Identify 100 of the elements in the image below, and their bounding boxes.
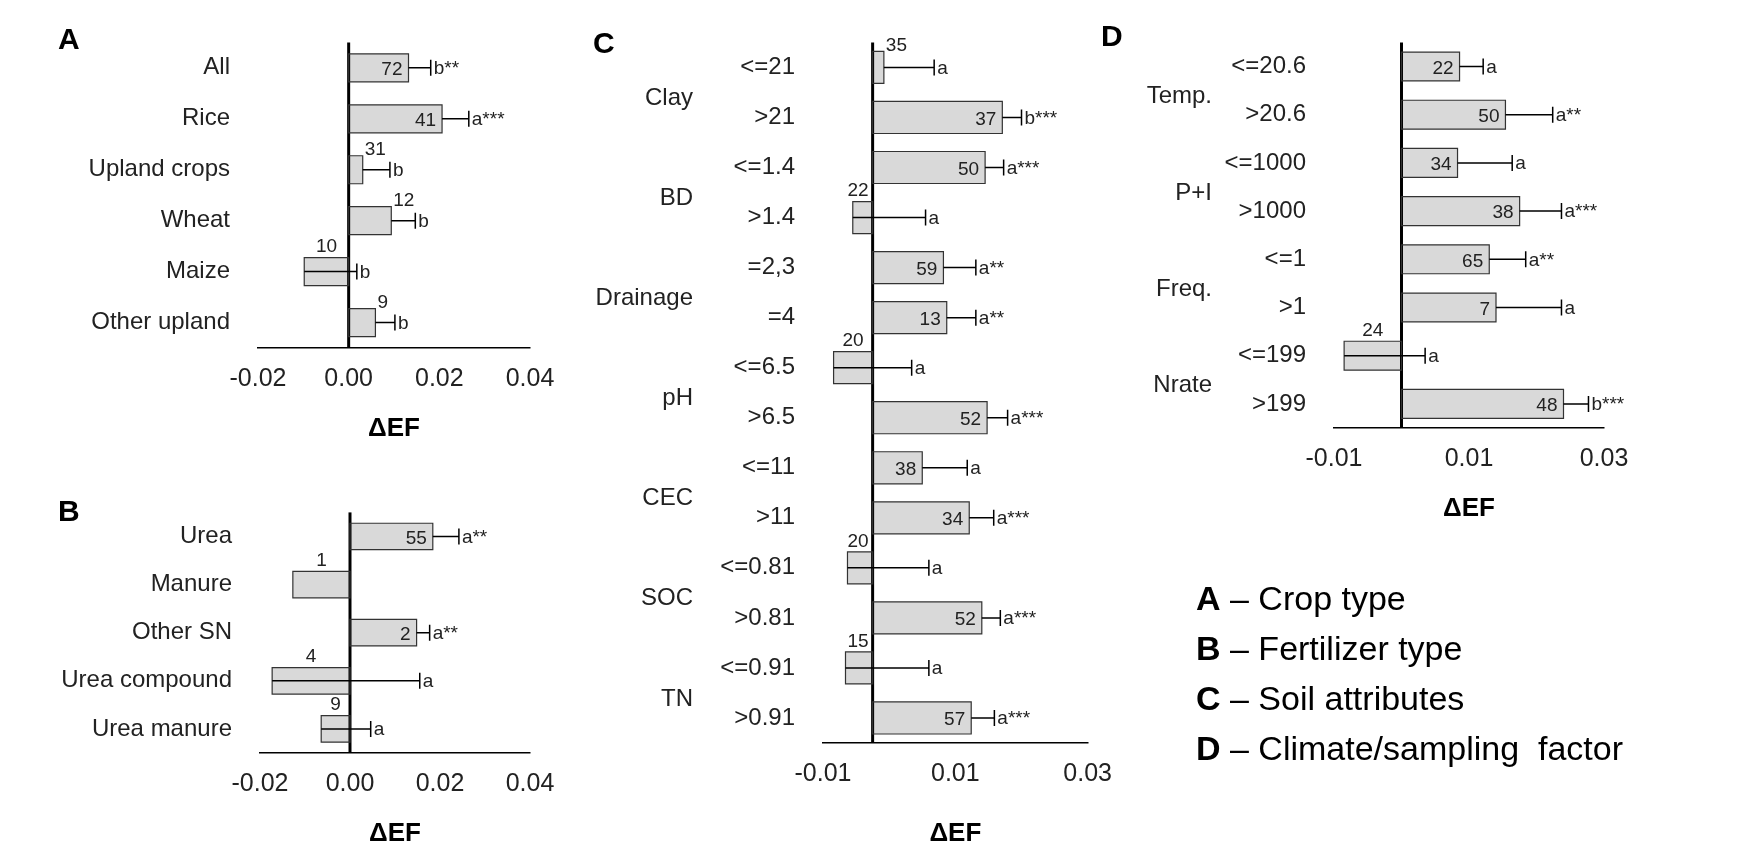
y-tick-label: >11 bbox=[756, 502, 795, 530]
annotation: b*** bbox=[1024, 106, 1058, 128]
annotation: 38 bbox=[895, 458, 917, 479]
y-tick-label: <=11 bbox=[742, 452, 795, 480]
annotation: a bbox=[931, 657, 943, 679]
y-tick-label: <=0.91 bbox=[720, 652, 795, 680]
text: Freq. bbox=[1155, 274, 1212, 302]
annotation: a bbox=[1428, 344, 1440, 366]
y-tick-label: =2,3 bbox=[747, 252, 795, 280]
text: Nrate bbox=[1153, 370, 1212, 398]
annotation: 13 bbox=[919, 307, 941, 329]
annotation: a bbox=[970, 457, 982, 478]
chart-title: A bbox=[58, 22, 80, 56]
text: SOC bbox=[640, 583, 693, 611]
annotation: a*** bbox=[471, 108, 506, 130]
annotation: 59 bbox=[916, 257, 938, 279]
annotation: 4 bbox=[305, 645, 317, 667]
annotation: 35 bbox=[885, 34, 908, 56]
annotation: b bbox=[418, 209, 429, 231]
annotation: a bbox=[1486, 55, 1498, 77]
x-tick-label: 0.01 bbox=[1444, 442, 1494, 471]
annotation: a** bbox=[1555, 103, 1582, 125]
y-tick-label: <=0.81 bbox=[720, 552, 795, 580]
x-axis-title: ΔEF bbox=[1443, 491, 1495, 522]
annotation: a*** bbox=[1564, 200, 1598, 222]
annotation: 57 bbox=[944, 708, 966, 730]
annotation: a*** bbox=[996, 507, 1031, 529]
y-tick-label: Other SN bbox=[131, 617, 232, 645]
text: BD bbox=[659, 183, 693, 211]
y-tick-label: >0.91 bbox=[734, 702, 795, 730]
annotation: 20 bbox=[847, 529, 869, 551]
annotation: a*** bbox=[1010, 406, 1044, 428]
annotation: 12 bbox=[393, 189, 415, 211]
annotation: a bbox=[937, 56, 949, 78]
annotation: 52 bbox=[954, 608, 976, 630]
annotation: 34 bbox=[942, 508, 964, 530]
x-tick-label: -0.01 bbox=[794, 757, 852, 786]
annotation: a bbox=[1515, 152, 1527, 174]
y-tick-label: <=1 bbox=[1264, 243, 1306, 271]
y-tick-label: Urea manure bbox=[91, 713, 232, 741]
y-tick-label: Urea bbox=[179, 521, 233, 549]
annotation: 9 bbox=[377, 291, 388, 313]
y-tick-label: =4 bbox=[767, 302, 795, 330]
x-tick-label: 0.04 bbox=[505, 362, 555, 391]
text: Drainage bbox=[595, 283, 693, 311]
y-tick-label: Rice bbox=[181, 103, 230, 131]
annotation: 41 bbox=[414, 109, 437, 131]
y-tick-label: >0.81 bbox=[734, 602, 795, 630]
x-tick-label: 0.03 bbox=[1579, 442, 1629, 471]
annotation: 55 bbox=[405, 526, 427, 548]
x-tick-label: -0.02 bbox=[231, 767, 289, 796]
annotation: 1 bbox=[316, 549, 327, 571]
y-tick-label: <=20.6 bbox=[1231, 51, 1306, 79]
y-tick-label: >21 bbox=[754, 102, 795, 130]
annotation: a bbox=[373, 718, 385, 740]
annotation: b bbox=[397, 311, 409, 333]
annotation: 37 bbox=[975, 107, 997, 129]
annotation: 50 bbox=[957, 157, 980, 179]
y-tick-label: >1.4 bbox=[747, 202, 795, 230]
y-tick-label: >20.6 bbox=[1245, 99, 1306, 127]
y-tick-label: <=1000 bbox=[1224, 147, 1306, 175]
chart-title: B bbox=[58, 494, 80, 528]
annotation: a bbox=[928, 206, 940, 228]
y-tick-label: All bbox=[203, 52, 230, 80]
text: Clay bbox=[644, 83, 693, 111]
annotation: a bbox=[931, 557, 943, 579]
annotation: a** bbox=[978, 306, 1005, 328]
x-axis-title: ΔEF bbox=[368, 411, 420, 442]
text: B – Fertilizer type bbox=[1196, 628, 1464, 669]
annotation: a*** bbox=[1003, 607, 1037, 629]
annotation: 34 bbox=[1430, 153, 1452, 175]
y-tick-label: Urea compound bbox=[61, 665, 232, 693]
annotation: 10 bbox=[315, 235, 338, 257]
annotation: 20 bbox=[842, 329, 864, 351]
y-tick-label: >6.5 bbox=[747, 402, 795, 430]
text: Temp. bbox=[1146, 81, 1212, 109]
annotation: a bbox=[1564, 296, 1576, 318]
annotation: a** bbox=[1528, 248, 1555, 270]
x-tick-label: 0.00 bbox=[325, 767, 375, 796]
x-tick-label: -0.01 bbox=[1305, 442, 1363, 471]
y-tick-label: Wheat bbox=[160, 205, 231, 233]
annotation: 50 bbox=[1478, 104, 1500, 126]
x-tick-label: -0.02 bbox=[229, 362, 287, 391]
annotation: a bbox=[914, 356, 926, 378]
x-tick-label: 0.01 bbox=[931, 757, 980, 786]
text: P+I bbox=[1175, 177, 1212, 205]
annotation: a bbox=[422, 670, 434, 692]
chart-title: C bbox=[593, 26, 615, 60]
x-axis-title: ΔEF bbox=[929, 816, 982, 845]
annotation: 22 bbox=[847, 179, 869, 201]
chart-title: D bbox=[1101, 19, 1123, 53]
annotation: b bbox=[359, 260, 371, 282]
y-tick-label: <=199 bbox=[1237, 340, 1306, 368]
text: C – Soil attributes bbox=[1196, 678, 1466, 719]
annotation: b** bbox=[433, 57, 460, 79]
x-tick-label: 0.02 bbox=[415, 767, 465, 796]
y-tick-label: <=21 bbox=[740, 52, 795, 80]
x-tick-label: 0.04 bbox=[505, 767, 555, 796]
annotation: 31 bbox=[364, 138, 386, 160]
annotation: a*** bbox=[1006, 156, 1040, 178]
